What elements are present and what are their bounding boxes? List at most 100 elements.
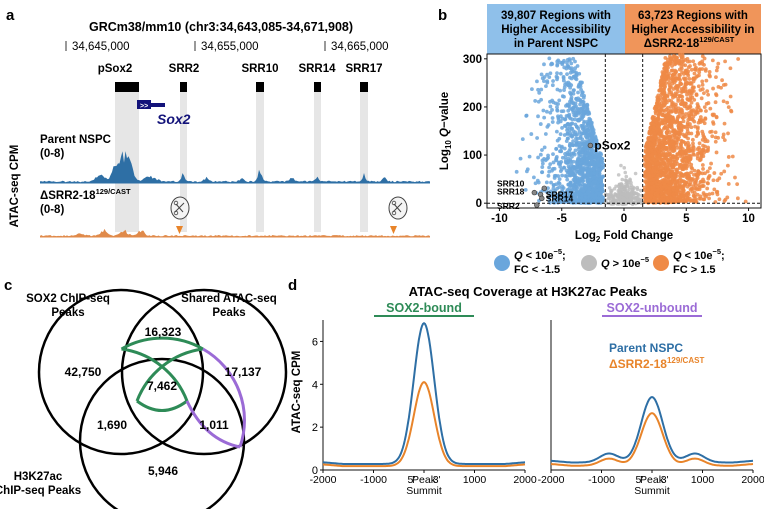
volcano-plot-frame xyxy=(486,53,762,209)
volcano-legend: Q < 10e−5; FC < -1.5 Q > 10e−5 Q < 10e−5; FC… xyxy=(494,247,725,276)
sox2-gene-model: >> xyxy=(137,100,165,110)
gene-label: Sox2 xyxy=(157,111,191,127)
coord-label-3: 34,665,000 xyxy=(331,41,389,53)
venn-arc-green-3 xyxy=(120,336,204,351)
right-header-box xyxy=(625,4,761,54)
x-tick-label-2: 5' xyxy=(635,474,643,486)
subplot-title: SOX2-bound xyxy=(386,301,462,315)
panel-c: c SOX2 ChIP-seq Peaks Shared ATAC-seq Pe… xyxy=(0,277,288,509)
legend-swatch-1 xyxy=(581,255,597,271)
y-tick-label-0: 0 xyxy=(312,465,318,477)
x-tick-label-5: 1000 xyxy=(463,474,487,486)
legend-swatch-0 xyxy=(494,255,510,271)
annotation-label-SRR10: SRR10 xyxy=(497,178,525,188)
left-header-line3: in Parent NSPC xyxy=(514,38,598,50)
y-tick-label-6: 6 xyxy=(312,336,318,348)
x-tick-label-0: -2000 xyxy=(310,474,337,486)
region-label-srr14: SRR14 xyxy=(298,63,336,75)
coord-label-2: 34,655,000 xyxy=(201,41,259,53)
legend-label-deletion: ΔSRR2-18129/CAST xyxy=(609,356,704,371)
track2-label: ΔSRR2-18129/CAST xyxy=(40,187,131,202)
venn-arc-green-2 xyxy=(135,347,204,402)
venn-arc-green-4 xyxy=(136,399,188,412)
venn-circle-atac xyxy=(120,288,288,456)
deletion-atac-track xyxy=(40,228,430,237)
panel-d-title: ATAC-seq Coverage at H3K27ac Peaks xyxy=(409,284,648,299)
annotated-point-SRR18 xyxy=(531,189,538,196)
annotation-label-SRR14: SRR14 xyxy=(546,193,574,203)
legend-label-2: Q < 10e−5; xyxy=(673,247,725,262)
legend-sublabel-0: FC < -1.5 xyxy=(514,264,560,276)
volcano-x-label: Log2 Fold Change xyxy=(575,230,673,244)
highlight-srr10 xyxy=(256,82,264,232)
x-tick-label-5: 1000 xyxy=(691,474,715,486)
parent-nspc-atac-track xyxy=(40,151,430,183)
x-tick-label-3: Peak xyxy=(640,474,665,486)
region-block-srr2 xyxy=(180,82,187,92)
volcano-y-label: Log10 Q−value xyxy=(439,92,453,170)
highlight-srr17 xyxy=(360,82,368,232)
panel-d: d ATAC-seq Coverage at H3K27ac Peaks ATA… xyxy=(288,277,764,497)
region-label-psox2: pSox2 xyxy=(98,63,133,75)
panel-letter-c: c xyxy=(4,277,12,294)
y-tick-label-0: 0 xyxy=(476,198,482,210)
atac-set-label-1: Shared ATAC-seq xyxy=(181,293,277,305)
legend-label-parent: Parent NSPC xyxy=(609,341,683,355)
x-tick-label-3: Peak xyxy=(412,474,437,486)
panel-b: b 39,807 Regions with Higher Accessibili… xyxy=(438,4,762,276)
x-tick-label-1: -1000 xyxy=(360,474,387,486)
x-axis-label: Summit xyxy=(406,485,442,497)
annotated-point-SRR14 xyxy=(539,195,545,202)
venn-arc-purple-1 xyxy=(202,347,246,448)
highlight-srr14 xyxy=(314,82,321,232)
series-line-1 xyxy=(550,412,754,467)
series-line-1 xyxy=(322,380,526,468)
count-sox2-only: 42,750 xyxy=(65,365,102,379)
x-tick-label--5: -5 xyxy=(557,213,568,225)
legend-label-1: Q > 10e−5 xyxy=(601,255,649,270)
y-tick-label-100: 100 xyxy=(463,150,482,162)
x-tick-label-1: -1000 xyxy=(588,474,615,486)
x-tick-label-6: 2000 xyxy=(513,474,537,486)
region-block-psox2 xyxy=(115,82,139,92)
annotated-point-SRR2 xyxy=(534,202,540,208)
annotated-point-pSox2 xyxy=(587,142,594,149)
x-axis-label: Summit xyxy=(634,485,670,497)
right-header-line2: Higher Accessibility in xyxy=(632,24,755,36)
coverage-y-label: ATAC-seq CPM xyxy=(291,351,303,434)
volcano-points xyxy=(514,52,748,206)
series-line-0 xyxy=(550,396,754,464)
y-tick-label-300: 300 xyxy=(463,54,482,66)
venn-circle-h3k27ac xyxy=(78,357,246,509)
legend-label-0: Q < 10e−5; xyxy=(514,247,566,262)
region-label-srr10: SRR10 xyxy=(241,63,278,75)
track1-label: Parent NSPC xyxy=(40,134,111,146)
x-tick-label-0: 0 xyxy=(621,213,627,225)
region-label-srr17: SRR17 xyxy=(345,63,382,75)
deletion-marker-right xyxy=(388,196,408,234)
count-atac-h3k27ac: 1,011 xyxy=(199,418,229,432)
highlight-srr2 xyxy=(180,82,187,232)
panel-letter-a: a xyxy=(6,7,15,24)
count-atac-only: 17,137 xyxy=(225,365,262,379)
left-header-line2: Higher Accessibility xyxy=(501,24,611,36)
right-header-line3: ΔSRR2-18129/CAST xyxy=(644,35,735,50)
svg-text:>>: >> xyxy=(140,103,148,110)
y-tick-label-4: 4 xyxy=(312,379,318,391)
legend-sublabel-2: FC > 1.5 xyxy=(673,264,716,276)
annotated-point-SRR10 xyxy=(541,185,547,191)
atac-set-label-2: Peaks xyxy=(212,307,245,319)
panel-letter-b: b xyxy=(438,7,447,24)
panel-a: a GRCm38/mm10 (chr3:34,643,085-34,671,90… xyxy=(6,7,430,238)
coord-label-1: 34,645,000 xyxy=(72,41,130,53)
track-y-title: ATAC-seq CPM xyxy=(9,145,21,228)
panel-letter-d: d xyxy=(288,277,297,294)
x-tick-label-2: 5' xyxy=(407,474,415,486)
count-sox2-h3k27ac: 1,690 xyxy=(97,418,127,432)
x-tick-label-6: 2000 xyxy=(741,474,764,486)
